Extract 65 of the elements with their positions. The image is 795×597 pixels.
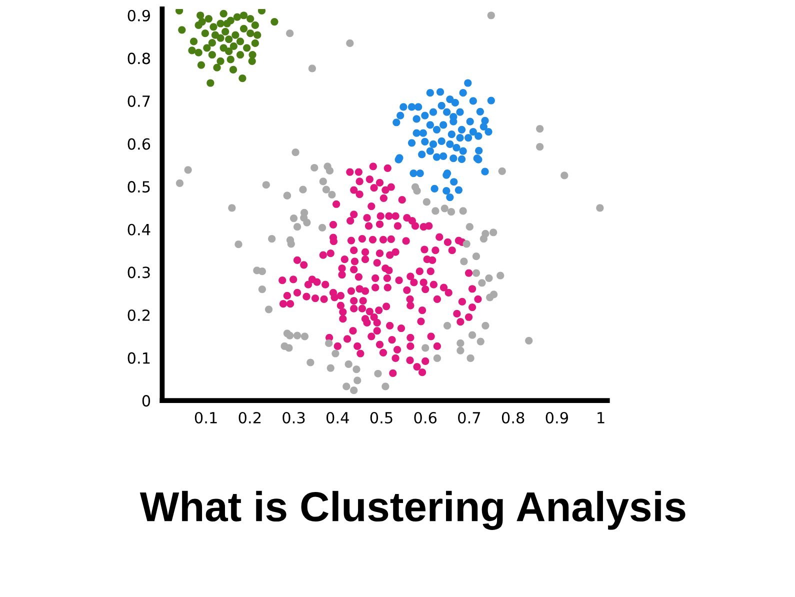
x-tick-label: 0.9: [546, 412, 568, 424]
point: [225, 48, 233, 56]
point: [213, 64, 221, 72]
point: [238, 74, 246, 82]
point: [246, 30, 254, 38]
point: [210, 23, 218, 31]
x-tick-label: 0.4: [326, 412, 349, 424]
x-tick-label: 0.5: [370, 412, 392, 424]
point: [194, 48, 202, 56]
y-tick-label: 0: [142, 395, 150, 407]
point: [175, 8, 184, 14]
point: [226, 56, 234, 64]
point: [208, 50, 216, 59]
point: [196, 12, 204, 20]
point: [270, 18, 278, 26]
point: [243, 44, 251, 52]
y-tick-label: 0.9: [128, 10, 150, 22]
x-tick-label: 0.8: [502, 412, 524, 424]
point: [178, 26, 186, 34]
point: [211, 31, 220, 39]
x-tick-label: 0.1: [194, 412, 217, 424]
point: [236, 50, 244, 59]
point: [240, 24, 248, 32]
point: [251, 21, 259, 30]
point: [254, 31, 262, 39]
point: [248, 57, 256, 65]
y-tick-label: 0.6: [128, 138, 150, 150]
point: [251, 39, 259, 47]
y-tick-label: 0.8: [128, 52, 150, 64]
point: [258, 8, 266, 14]
y-tick-label: 0.1: [128, 352, 150, 364]
x-tick-label: 0.7: [458, 412, 480, 424]
point: [248, 50, 256, 59]
point: [222, 28, 230, 36]
point: [204, 14, 212, 23]
y-tick-label: 0.2: [128, 309, 150, 322]
y-tick-label: 0.7: [128, 95, 150, 107]
point: [229, 66, 238, 74]
point: [216, 20, 224, 28]
point: [190, 38, 198, 46]
point: [236, 38, 244, 46]
text: What is Clustering Analysis: [140, 490, 686, 530]
x-tick-label: 0.6: [414, 412, 437, 424]
y-tick-label: 0.3: [128, 266, 150, 278]
point: [230, 42, 238, 50]
point: [233, 13, 241, 21]
point: [223, 20, 231, 28]
x-tick-label: 1: [598, 412, 604, 424]
point: [201, 30, 209, 38]
point: [198, 18, 206, 26]
x-tick-label: 0.2: [238, 412, 261, 424]
point: [225, 36, 233, 44]
point: [216, 57, 224, 65]
y-tick-label: 0.4: [128, 224, 150, 236]
point: [240, 12, 248, 20]
point: [197, 61, 206, 69]
point: [208, 38, 216, 47]
point: [188, 46, 196, 54]
x-tick-label: 0.3: [282, 412, 305, 424]
point: [206, 79, 214, 87]
point: [232, 31, 240, 39]
y-tick-label: 0.5: [128, 181, 150, 193]
point: [246, 14, 254, 23]
point: [203, 44, 211, 52]
point: [220, 10, 228, 18]
